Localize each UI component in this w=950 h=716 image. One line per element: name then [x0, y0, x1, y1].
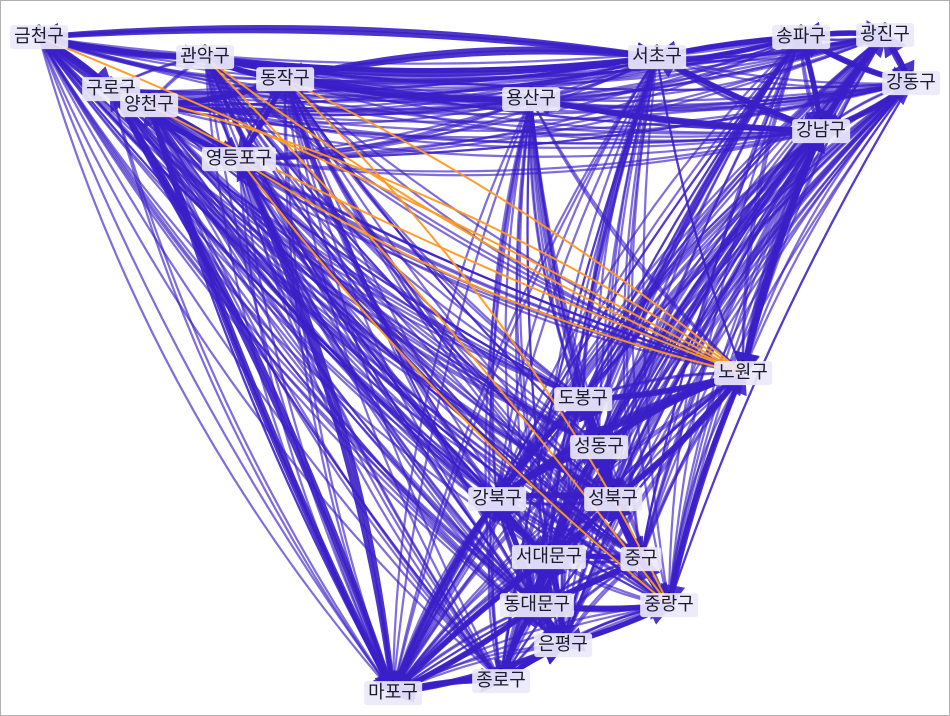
- network-diagram: 금천구관악구구로구양천구동작구영등포구용산구서초구송파구광진구강동구강남구노원구…: [0, 0, 950, 716]
- edge-layer: [1, 1, 950, 716]
